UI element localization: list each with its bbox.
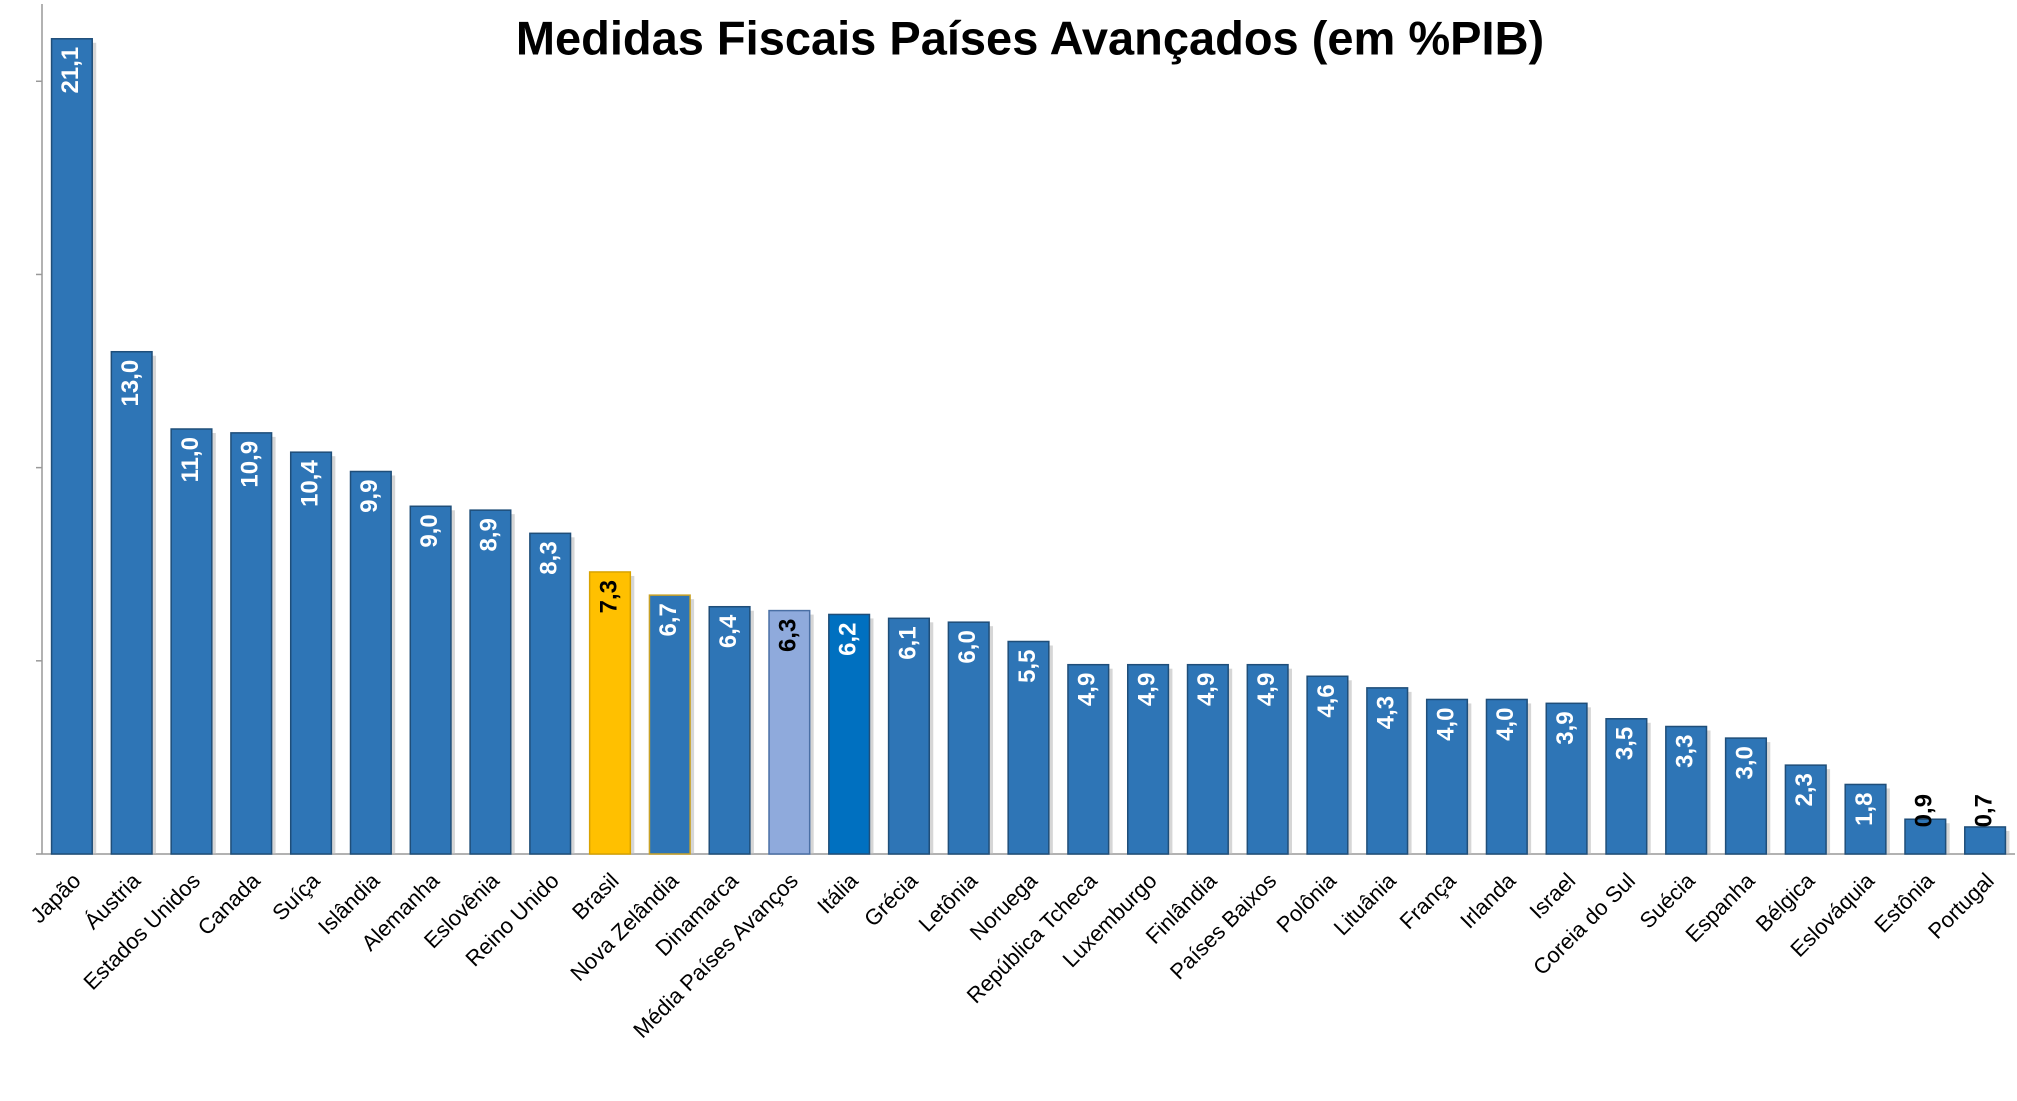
value-label: 0,9	[1911, 794, 1938, 827]
x-tick-label: Países Baixos	[1165, 868, 1281, 984]
bar	[1186, 663, 1229, 855]
bar	[648, 594, 691, 855]
value-label: 21,1	[57, 47, 84, 94]
bar	[1246, 663, 1289, 855]
bar	[1724, 737, 1768, 855]
bar	[230, 432, 273, 855]
bar	[1007, 640, 1050, 855]
bar	[110, 350, 153, 855]
bar	[768, 609, 811, 855]
x-tick-label: Polônia	[1272, 867, 1342, 937]
bar	[1545, 702, 1588, 855]
bar	[1126, 663, 1170, 855]
value-label: 6,7	[655, 603, 682, 636]
bar	[1784, 764, 1827, 855]
x-tick-label: Israel	[1525, 868, 1581, 924]
bar	[588, 571, 632, 855]
value-label: 11,0	[177, 437, 204, 482]
value-label: 3,0	[1731, 746, 1758, 779]
bar	[349, 470, 392, 855]
bar	[708, 605, 751, 855]
x-tick-label: Japão	[25, 868, 85, 928]
bar	[1306, 675, 1349, 855]
bar	[1964, 826, 2007, 855]
x-tick-label: Irlanda	[1455, 867, 1521, 933]
x-tick-label: Lituânia	[1329, 867, 1402, 940]
x-tick-label: França	[1395, 867, 1462, 934]
bar	[1425, 698, 1469, 855]
value-label: 2,3	[1791, 773, 1818, 806]
value-label: 10,9	[237, 441, 264, 488]
bar	[529, 532, 572, 855]
value-label: 4,9	[1193, 673, 1220, 706]
value-label: 8,3	[536, 541, 563, 574]
bar	[828, 613, 871, 855]
value-label: 6,1	[894, 626, 921, 659]
value-label: 4,9	[1133, 673, 1160, 706]
bar	[289, 451, 333, 855]
bar	[1844, 783, 1887, 855]
value-label: 9,0	[416, 514, 443, 547]
x-tick-label: Suíça	[267, 867, 325, 925]
x-tick-label: Grécia	[859, 867, 923, 931]
bar	[469, 509, 512, 855]
bar	[1485, 698, 1528, 855]
bar	[1665, 725, 1708, 855]
value-label: 4,9	[1074, 673, 1101, 706]
chart-title: Medidas Fiscais Países Avançados (em %PI…	[516, 11, 1544, 64]
value-label: 4,3	[1373, 696, 1400, 729]
value-label: 0,7	[1970, 794, 1997, 827]
value-label: 3,5	[1612, 727, 1639, 760]
bar	[170, 428, 213, 855]
bar	[1366, 687, 1409, 855]
x-tick-label: Canada	[193, 867, 266, 940]
value-label: 3,3	[1672, 735, 1699, 768]
value-label: 6,0	[954, 630, 981, 663]
value-label: 4,6	[1313, 684, 1340, 717]
bar	[947, 621, 990, 855]
bar	[1904, 818, 1947, 855]
value-label: 4,9	[1253, 673, 1280, 706]
bar	[887, 617, 931, 855]
value-label: 3,9	[1552, 711, 1579, 744]
value-label: 4,0	[1432, 707, 1459, 740]
bar	[1067, 663, 1110, 855]
value-label: 8,9	[476, 518, 503, 551]
bar	[409, 505, 452, 855]
value-label: 6,3	[775, 619, 802, 652]
x-tick-label: Brasil	[567, 868, 624, 925]
value-label: 6,4	[715, 614, 742, 648]
value-label: 5,5	[1014, 650, 1041, 683]
value-label: 4,0	[1492, 707, 1519, 740]
value-label: 7,3	[595, 580, 622, 613]
bar	[1605, 718, 1648, 855]
bar	[50, 38, 93, 855]
x-tick-label: Portugal	[1923, 868, 1999, 944]
value-label: 9,9	[356, 480, 383, 513]
value-label: 10,4	[296, 460, 323, 507]
value-label: 13,0	[117, 360, 144, 407]
value-label: 6,2	[834, 622, 861, 655]
x-tick-label: Itália	[812, 867, 863, 918]
value-label: 1,8	[1851, 792, 1878, 825]
